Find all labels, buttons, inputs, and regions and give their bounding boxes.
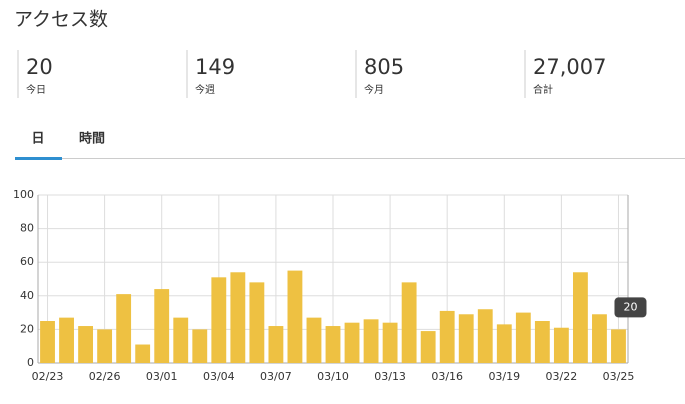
bar — [458, 314, 474, 363]
tooltip-value: 20 — [623, 300, 637, 313]
bar — [344, 322, 360, 363]
stat-value: 149 — [195, 55, 235, 79]
stat-label: 今週 — [195, 83, 215, 96]
x-tick-label: 03/19 — [488, 370, 520, 383]
bar — [515, 312, 531, 363]
bar — [363, 319, 379, 363]
y-tick-label: 100 — [13, 188, 34, 201]
x-tick-label: 03/13 — [374, 370, 406, 383]
y-tick-label: 60 — [20, 255, 34, 268]
y-tick-label: 20 — [20, 322, 34, 335]
stat-value: 27,007 — [533, 55, 606, 79]
bar — [154, 289, 170, 363]
x-tick-label: 03/01 — [146, 370, 178, 383]
x-tick-label: 03/04 — [203, 370, 235, 383]
x-tick-label: 03/25 — [603, 370, 635, 383]
stat-label: 今月 — [364, 83, 384, 96]
bar — [59, 317, 74, 363]
bar — [97, 329, 113, 363]
bar — [439, 310, 455, 363]
y-tick-label: 40 — [20, 289, 34, 302]
x-tick-label: 03/16 — [431, 370, 463, 383]
stat-value: 805 — [364, 55, 404, 79]
bar — [211, 277, 227, 363]
x-tick-label: 02/26 — [89, 370, 121, 383]
bar — [249, 282, 265, 363]
bar — [287, 270, 303, 363]
tab[interactable]: 時間 — [79, 131, 105, 147]
bar — [553, 327, 569, 363]
y-tick-label: 80 — [20, 222, 34, 235]
x-tick-label: 03/22 — [546, 370, 578, 383]
bar — [611, 329, 626, 363]
bar — [401, 282, 417, 363]
bar — [382, 322, 398, 363]
page-title: アクセス数 — [14, 9, 108, 31]
x-tick-label: 03/07 — [260, 370, 292, 383]
bar — [420, 331, 436, 363]
bar — [135, 344, 151, 363]
bar — [477, 309, 493, 363]
tab-underline — [15, 157, 62, 160]
tooltip — [614, 297, 647, 318]
bar — [78, 326, 94, 363]
bar — [592, 314, 607, 363]
bar — [116, 294, 132, 363]
tab[interactable]: 日 — [31, 132, 44, 147]
bar — [572, 272, 588, 363]
bar — [325, 326, 341, 363]
bar — [496, 324, 512, 363]
stat-label: 合計 — [533, 83, 553, 96]
stat-label: 今日 — [26, 83, 46, 96]
bar — [534, 321, 550, 363]
bar — [173, 317, 189, 363]
bar — [40, 321, 55, 363]
x-tick-label: 03/10 — [317, 370, 349, 383]
bar — [192, 329, 208, 363]
bar — [306, 317, 322, 363]
bar — [230, 272, 246, 363]
y-tick-label: 0 — [27, 356, 34, 369]
x-tick-label: 02/23 — [32, 370, 64, 383]
bar — [268, 326, 284, 363]
stat-value: 20 — [26, 55, 53, 79]
